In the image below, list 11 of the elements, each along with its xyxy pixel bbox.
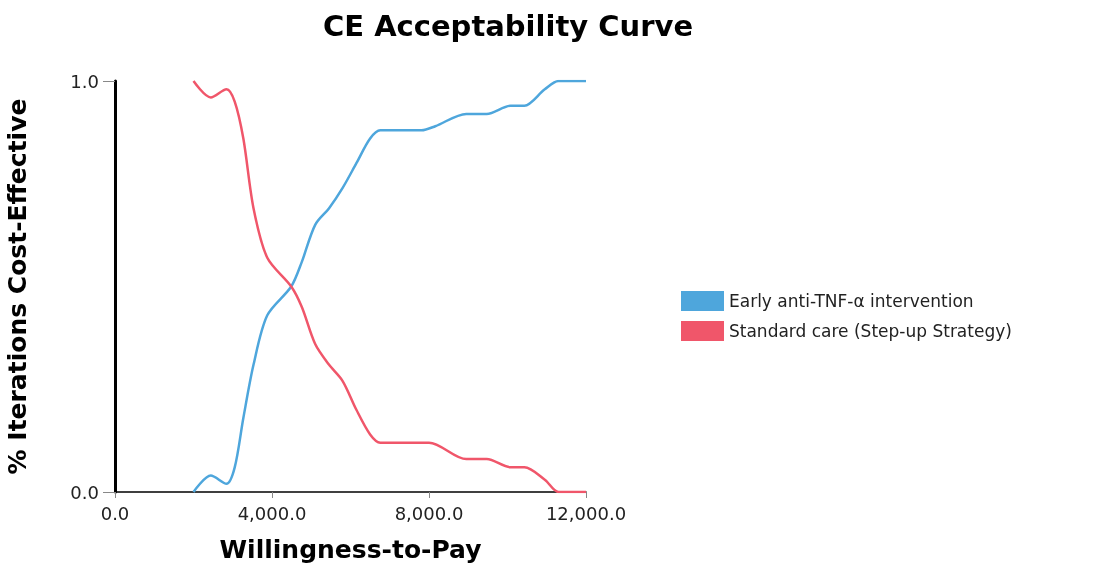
y-axis-title: % Iterations Cost-Effective	[3, 98, 32, 475]
x-tick-label: 8,000.0	[394, 502, 464, 524]
x-tick-label: 12,000.0	[545, 502, 627, 524]
x-tick-label: 0.0	[100, 502, 130, 524]
chart-title: CE Acceptability Curve	[322, 8, 694, 43]
line-series	[192, 79, 588, 494]
legend-label: Standard care (Step-up Strategy)	[729, 321, 1012, 341]
legend-label: Early anti-TNF-α intervention	[729, 291, 974, 311]
y-tick-label: 1.0	[70, 70, 99, 92]
x-axis-title: Willingness-to-Pay	[219, 535, 482, 564]
x-tick-label: 4,000.0	[237, 502, 307, 524]
